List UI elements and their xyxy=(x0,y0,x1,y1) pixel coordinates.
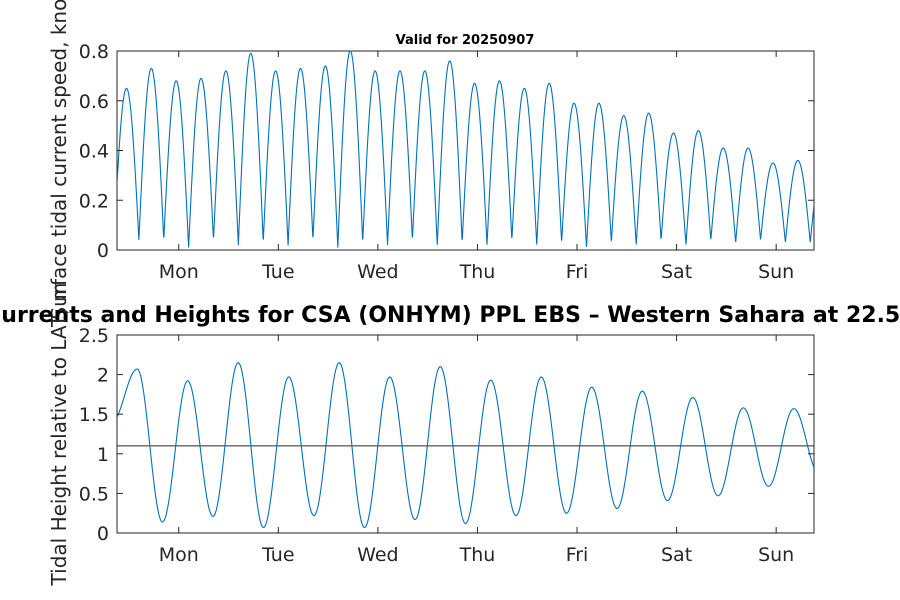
height-plot-area xyxy=(116,334,815,534)
height-y-tick-label: 0.5 xyxy=(79,483,109,505)
height-y-tick-label: 1 xyxy=(97,444,109,466)
current-y-tick-label: 0.6 xyxy=(79,91,109,113)
height-x-tick-label: Fri xyxy=(566,544,589,566)
current-y-axis-label: Surface tidal current speed, knots xyxy=(47,0,71,320)
height-y-axis-label: Tidal Height relative to LAT, m xyxy=(47,283,71,587)
height-x-tick-label: Tue xyxy=(261,544,294,566)
main-chart-title: Tidal Currents and Heights for CSA (ONHY… xyxy=(0,303,900,328)
height-ticks: Mon Tue Wed Thu Fri Sat Sun 0 0.5 1 1.5 2 2.5 xyxy=(79,325,814,566)
current-y-tick-label: 0.2 xyxy=(79,190,109,212)
height-y-tick-label: 2.5 xyxy=(79,325,109,347)
current-y-tick-label: 0 xyxy=(97,240,109,262)
current-speed-line xyxy=(117,50,814,248)
height-x-tick-label: Wed xyxy=(357,544,398,566)
height-x-tick-label: Mon xyxy=(159,544,199,566)
height-y-tick-label: 1.5 xyxy=(79,404,109,426)
height-x-tick-label: Sun xyxy=(758,544,794,566)
current-plot-area xyxy=(116,50,815,251)
current-x-tick-label: Sun xyxy=(758,261,794,283)
current-y-tick-label: 0.8 xyxy=(79,41,109,63)
height-y-tick-label: 2 xyxy=(97,365,109,387)
current-speed-panel: Valid for 20250907 Mon Tue Wed Thu Fri Sat Sun… xyxy=(47,0,815,320)
current-x-tick-label: Thu xyxy=(459,261,496,283)
current-x-tick-label: Sat xyxy=(661,261,692,283)
height-x-tick-label: Thu xyxy=(459,544,496,566)
current-x-tick-label: Fri xyxy=(566,261,589,283)
current-x-tick-label: Mon xyxy=(159,261,199,283)
current-x-tick-label: Tue xyxy=(261,261,294,283)
height-x-tick-label: Sat xyxy=(661,544,692,566)
current-chart-title: Valid for 20250907 xyxy=(396,33,535,48)
current-y-tick-label: 0.4 xyxy=(79,141,109,163)
tide-height-panel: Mon Tue Wed Thu Fri Sat Sun 0 0.5 1 1.5 2 2.5 Tidal … xyxy=(47,283,815,587)
height-y-tick-label: 0 xyxy=(97,523,109,545)
current-ticks: Mon Tue Wed Thu Fri Sat Sun 0 0.2 0.4 0.6 0.8 xyxy=(79,41,814,283)
tide-height-line xyxy=(117,362,814,528)
current-x-tick-label: Wed xyxy=(357,261,398,283)
